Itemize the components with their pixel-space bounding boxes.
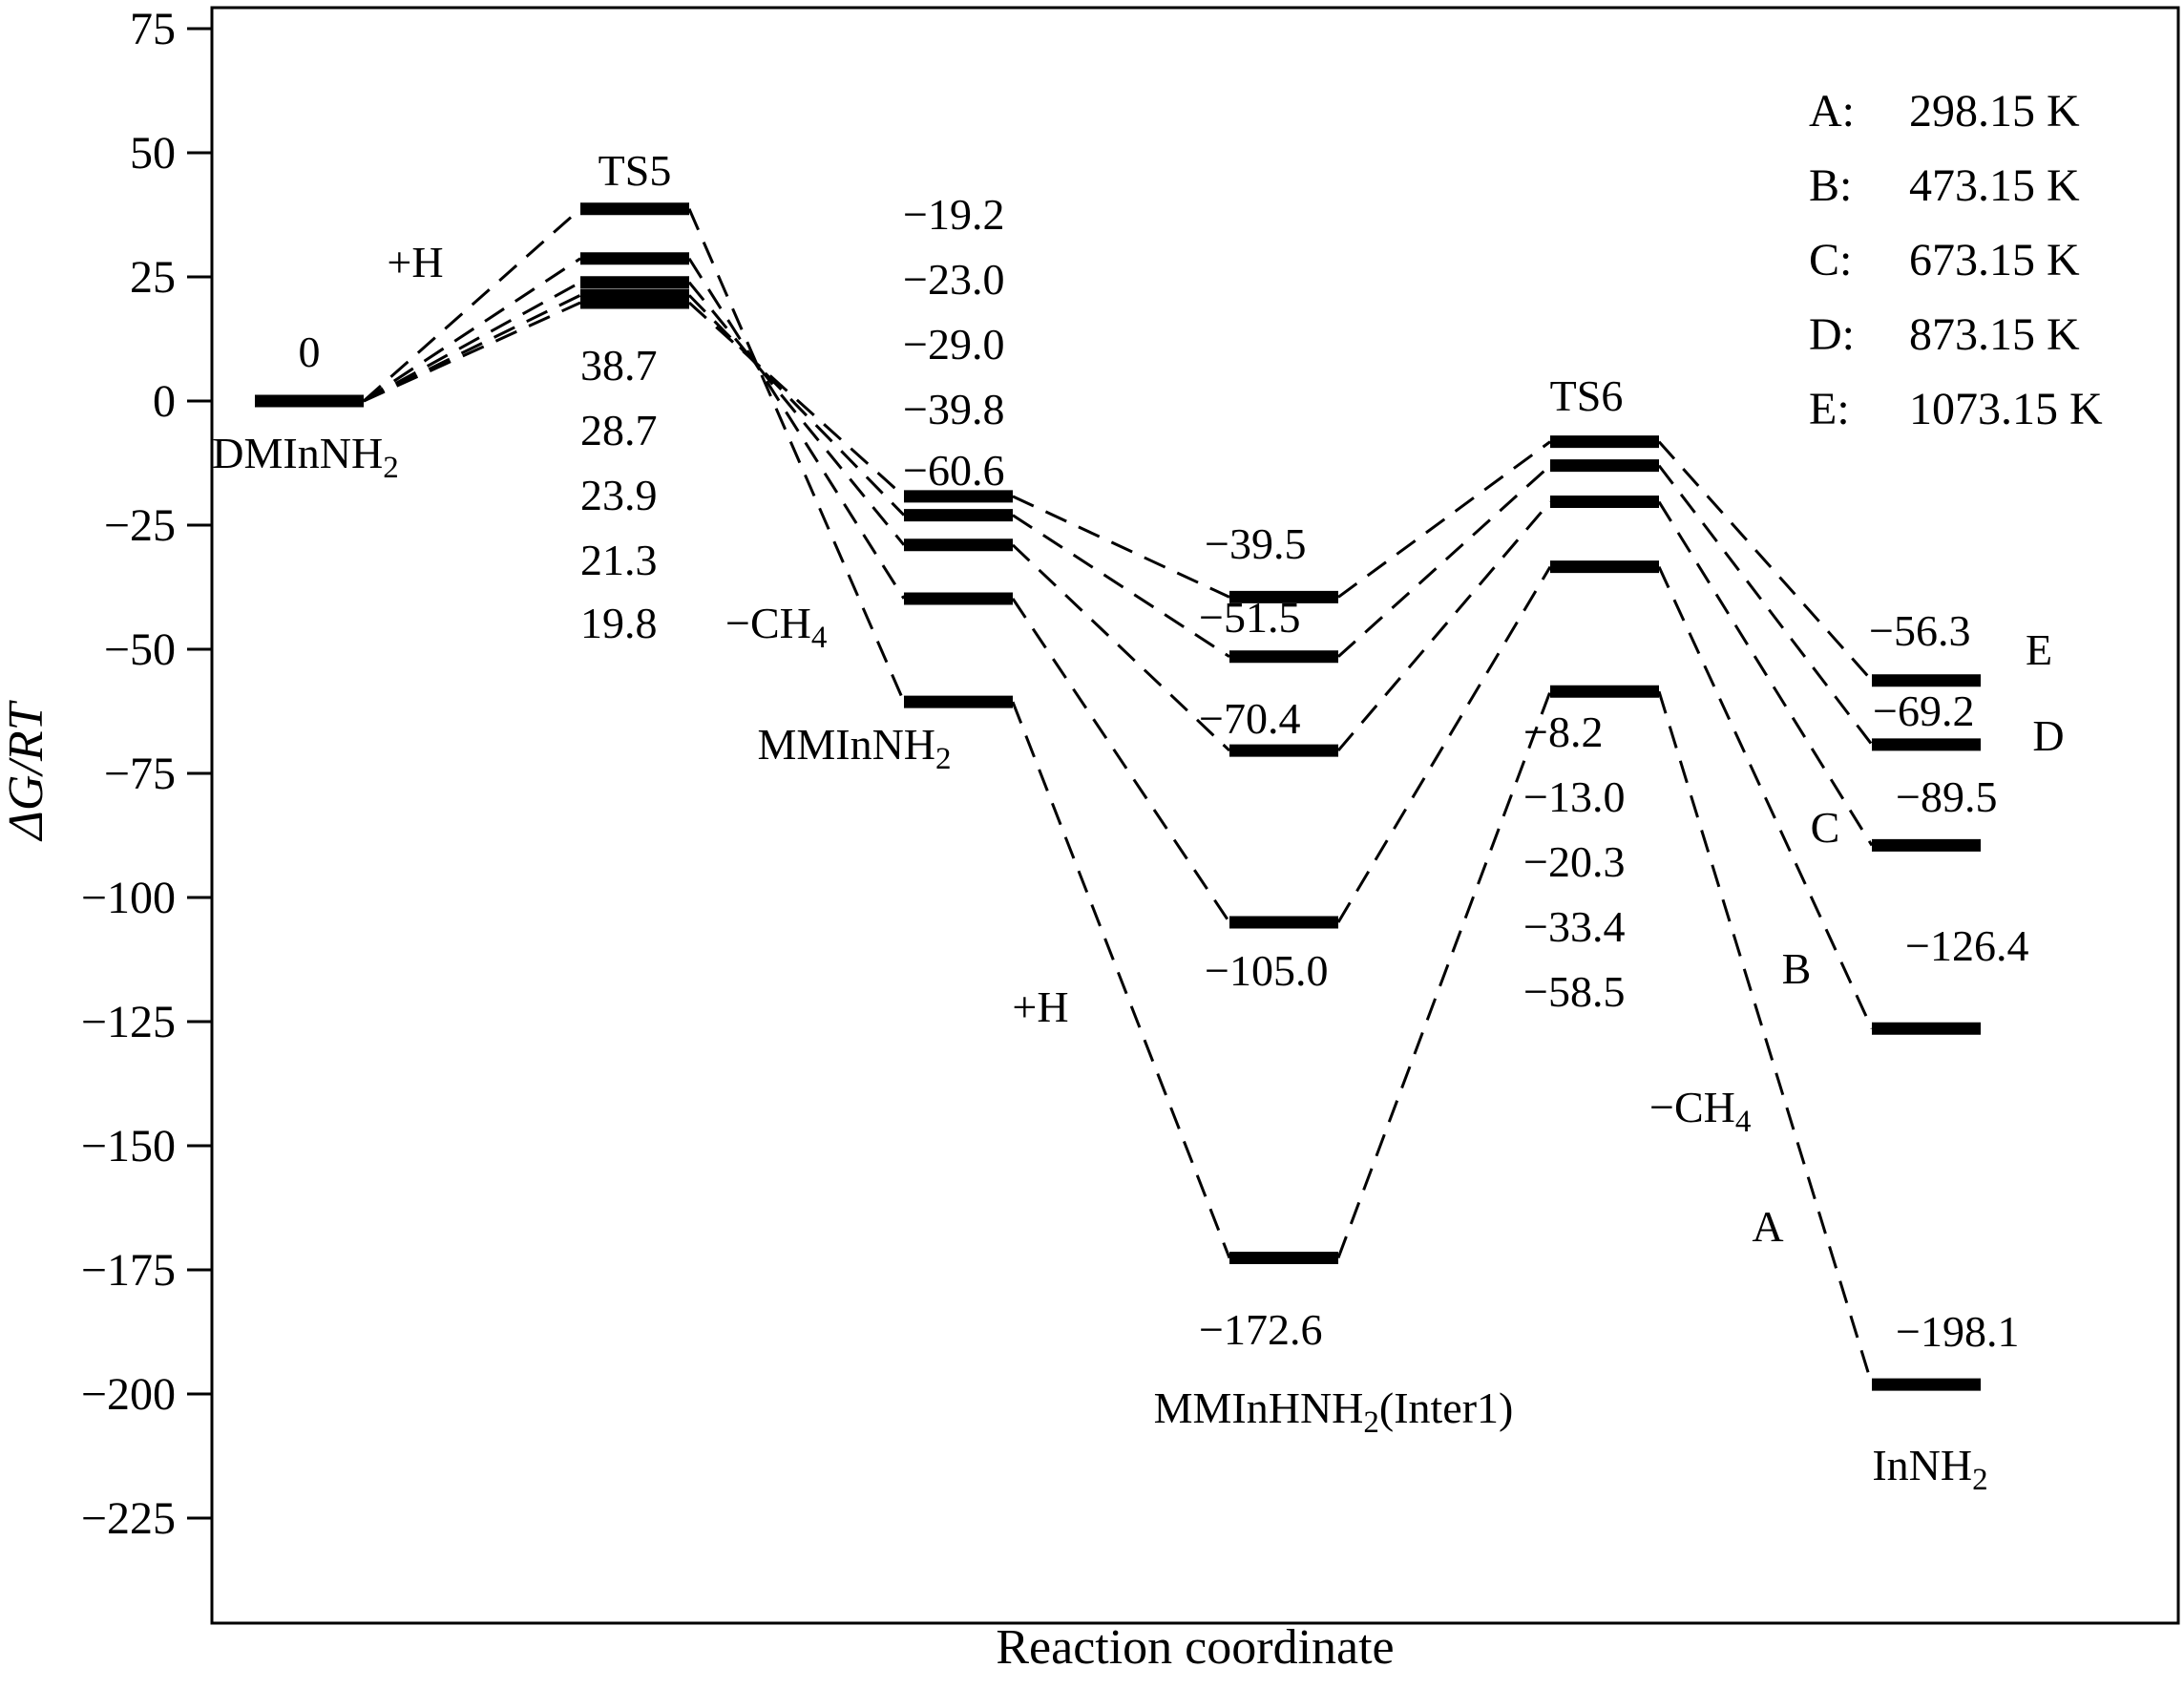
y-tick-label: −100 <box>81 873 176 923</box>
start-value-0: 0 <box>299 327 321 376</box>
y-tick-label: −225 <box>81 1493 176 1544</box>
connector-c-0 <box>363 281 581 403</box>
y-tick-label: −75 <box>104 749 176 799</box>
innh2-value-a: −198.1 <box>1896 1307 2019 1356</box>
legend-label-d: 873.15 K <box>1909 309 2080 360</box>
connector-e-1 <box>687 301 906 497</box>
y-tick-label: −50 <box>104 624 176 675</box>
y-tick-label: −125 <box>81 997 176 1047</box>
temperature-legend: A: 298.15 K B: 473.15 K C: 673.15 K D: 873.15 K… <box>1809 86 2103 434</box>
ts6-value-a: −58.5 <box>1523 967 1625 1016</box>
connector-e-0 <box>363 301 581 403</box>
connector-d-1 <box>687 294 906 517</box>
connector-a-4 <box>1657 690 1874 1385</box>
y-tick-label: −200 <box>81 1369 176 1420</box>
ts5-value-b: 28.7 <box>580 406 658 454</box>
series-letter-d: D <box>2032 711 2064 760</box>
ts5-value-a: 38.7 <box>580 341 658 390</box>
step-minus-ch4-2: −CH4 <box>1649 1083 1751 1139</box>
connector-a-2 <box>1011 701 1231 1259</box>
series-letter-c: C <box>1811 803 1840 852</box>
connector-b-1 <box>687 257 906 600</box>
connector-e-2 <box>1012 495 1230 599</box>
ts6-value-b: −33.4 <box>1523 902 1625 951</box>
mminnh2-value-c: −29.0 <box>903 320 1004 369</box>
mminnh2-value-e: −19.2 <box>903 190 1004 239</box>
connector-d-2 <box>1012 514 1230 659</box>
connector-d-0 <box>363 293 581 403</box>
legend-key-c: C: <box>1809 235 1852 285</box>
station-label-ts5: TS5 <box>598 146 672 195</box>
connector-c-1 <box>687 281 906 546</box>
connector-b-2 <box>1011 598 1231 923</box>
connector-a-0 <box>363 207 581 403</box>
y-axis-title: ΔG/RT <box>0 700 53 841</box>
connector-d-4 <box>1657 464 1874 746</box>
y-axis: 75 50 25 0 −25 −50 −75 −100 −125 −150 −175 −200 −225 <box>81 4 212 1544</box>
connector-e-3 <box>1337 440 1551 599</box>
station-label-mminnh2: MMInNH2 <box>757 720 951 776</box>
connector-d-3 <box>1336 464 1552 658</box>
connector-b-3 <box>1336 565 1552 923</box>
y-tick-label: −25 <box>104 500 176 551</box>
connector-a-1 <box>687 208 906 703</box>
legend-label-c: 673.15 K <box>1909 235 2080 285</box>
ts6-value-d: −13.0 <box>1523 772 1625 821</box>
legend-label-e: 1073.15 K <box>1909 384 2103 434</box>
station-label-innh2: InNH2 <box>1872 1441 1987 1497</box>
y-tick-label: −175 <box>81 1245 176 1296</box>
step-plus-h-1: +H <box>387 238 443 286</box>
inter1-value-a: −172.6 <box>1199 1305 1322 1354</box>
connector-e-4 <box>1657 440 1874 682</box>
legend-label-b: 473.15 K <box>1909 160 2080 211</box>
inter1-value-e: −39.5 <box>1205 519 1306 568</box>
connector-lines <box>363 207 1874 1385</box>
ts6-value-c: −20.3 <box>1523 837 1625 886</box>
mminnh2-value-d: −23.0 <box>903 255 1004 304</box>
ts5-value-d: 21.3 <box>580 536 658 584</box>
ts5-value-c: 23.9 <box>580 471 658 519</box>
station-label-ts6: TS6 <box>1550 371 1624 420</box>
legend-label-a: 298.15 K <box>1909 86 2080 137</box>
energy-levels <box>255 202 1981 1391</box>
innh2-value-d: −69.2 <box>1873 686 1974 735</box>
ts5-value-e: 19.8 <box>580 599 658 647</box>
annotations: 0 DMInNH2 +H TS5 38.7 28.7 23.9 21.3 19.8 −CH4 −19… <box>212 146 2064 1497</box>
station-label-inter1: MMInHNH2(Inter1) <box>1154 1383 1514 1440</box>
y-tick-label: 50 <box>130 128 176 179</box>
ts6-value-e: −8.2 <box>1523 707 1603 756</box>
y-tick-label: 0 <box>153 376 176 427</box>
legend-key-b: B: <box>1809 160 1852 211</box>
x-axis-title: Reaction coordinate <box>996 1620 1394 1675</box>
innh2-value-e: −56.3 <box>1869 606 1970 655</box>
connector-c-3 <box>1336 500 1552 752</box>
y-tick-label: 75 <box>130 4 176 54</box>
series-letter-a: A <box>1752 1202 1783 1251</box>
mminnh2-value-a: −60.6 <box>903 446 1004 495</box>
plot-frame <box>210 6 2180 1625</box>
inter1-value-c: −70.4 <box>1199 694 1300 743</box>
legend-key-a: A: <box>1809 86 1855 137</box>
series-letter-e: E <box>2026 625 2052 674</box>
mminnh2-value-b: −39.8 <box>903 385 1004 433</box>
innh2-value-b: −126.4 <box>1905 921 2028 970</box>
connector-a-3 <box>1336 690 1552 1259</box>
y-tick-label: −150 <box>81 1121 176 1172</box>
inter1-value-d: −51.5 <box>1199 593 1300 642</box>
legend-key-d: D: <box>1809 309 1855 360</box>
inter1-value-b: −105.0 <box>1205 946 1328 995</box>
connector-c-2 <box>1011 543 1231 752</box>
step-minus-ch4-1: −CH4 <box>725 599 827 655</box>
connector-c-4 <box>1657 500 1874 847</box>
connector-b-0 <box>363 257 581 403</box>
connector-b-4 <box>1657 566 1874 1029</box>
innh2-value-c: −89.5 <box>1896 772 1997 821</box>
series-letter-b: B <box>1782 944 1812 993</box>
step-plus-h-2: +H <box>1012 982 1068 1031</box>
station-label-dminnh2: DMInNH2 <box>212 429 398 485</box>
y-tick-label: 25 <box>130 252 176 303</box>
legend-key-e: E: <box>1809 384 1850 434</box>
